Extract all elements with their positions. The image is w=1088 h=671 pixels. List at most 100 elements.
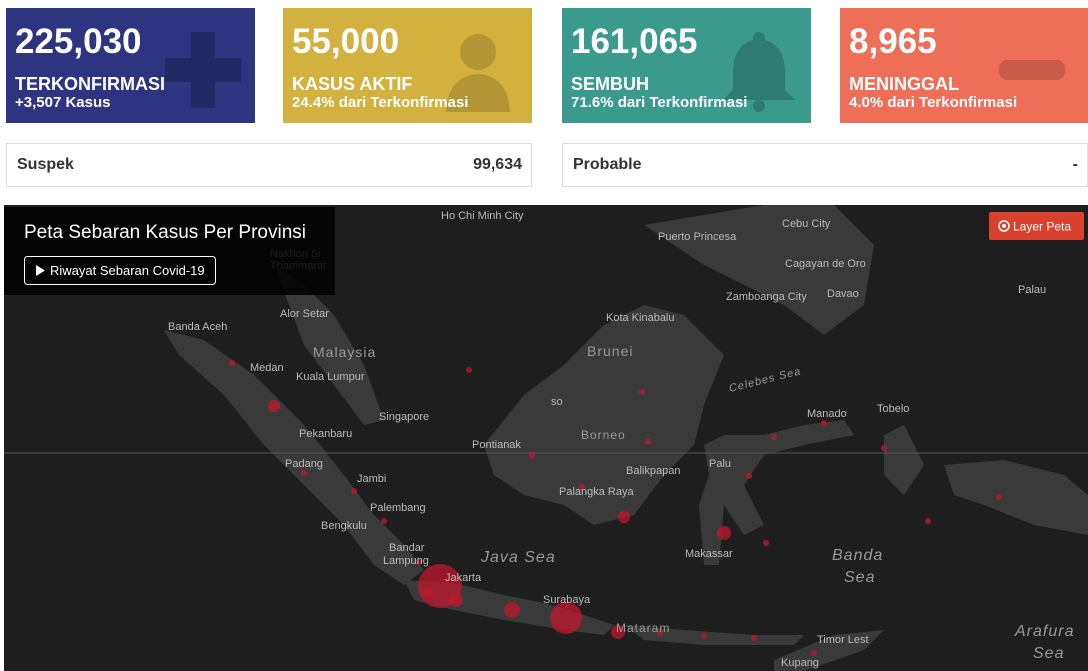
history-button[interactable]: Riwayat Sebaran Covid-19 <box>24 256 216 285</box>
case-bubble <box>229 360 235 366</box>
case-bubble <box>751 635 757 641</box>
place-label: Bandar <box>389 542 425 554</box>
case-bubble <box>423 588 433 598</box>
card-value: 8,965 <box>849 22 937 61</box>
card-confirmed: 225,030 TERKONFIRMASI +3,507 Kasus <box>6 8 255 123</box>
case-bubble <box>821 420 827 426</box>
case-bubble <box>717 526 731 540</box>
place-label: Banda Aceh <box>168 321 227 333</box>
place-label: Borneo <box>581 428 626 442</box>
icon <box>165 32 241 108</box>
place-label: Palau <box>1018 284 1046 296</box>
place-label: Palangka Raya <box>559 486 634 498</box>
case-bubble <box>771 434 777 440</box>
place-label: Mataram <box>616 621 670 635</box>
place-label: so <box>551 396 563 408</box>
summary-value: - <box>1072 156 1078 173</box>
place-label: Kuala Lumpur <box>296 371 365 383</box>
case-bubble <box>618 511 630 523</box>
summary-probable: Probable - <box>562 143 1088 187</box>
case-bubble <box>579 484 585 490</box>
card-value: 225,030 <box>15 22 142 61</box>
case-bubble <box>466 367 472 373</box>
place-label: Makassar <box>685 548 733 560</box>
place-label: Pekanbaru <box>299 428 352 440</box>
place-label: Jakarta <box>445 572 482 584</box>
place-label: Jambi <box>357 473 386 485</box>
card-label: KASUS AKTIF <box>292 74 413 94</box>
icon <box>446 34 510 112</box>
layer-button[interactable]: Layer Peta <box>989 212 1084 240</box>
summary-value: 99,634 <box>473 156 522 173</box>
place-label: Singapore <box>379 411 429 423</box>
icon <box>999 60 1065 80</box>
case-bubble <box>645 439 651 445</box>
case-bubble <box>611 625 625 639</box>
card-recovered: 161,065 SEMBUH 71.6% dari Terkonfirmasi <box>562 8 811 123</box>
place-label: Kupang <box>781 657 819 669</box>
place-label: Sea <box>1033 645 1064 662</box>
card-sub: 71.6% dari Terkonfirmasi <box>571 94 748 111</box>
icon <box>723 32 795 112</box>
card-sub: +3,507 Kasus <box>15 94 111 111</box>
case-bubble <box>996 494 1002 500</box>
place-label: Alor Setar <box>280 308 329 320</box>
place-label: Surabaya <box>543 594 591 606</box>
card-deaths: 8,965 MENINGGAL 4.0% dari Terkonfirmasi <box>840 8 1088 123</box>
card-active: 55,000 KASUS AKTIF 24.4% dari Terkonfirm… <box>283 8 532 123</box>
place-label: Palu <box>709 458 731 470</box>
case-bubble <box>701 633 707 639</box>
card-sub: 24.4% dari Terkonfirmasi <box>292 94 469 111</box>
place-label: Medan <box>250 362 284 374</box>
layer-button-label[interactable]: Layer Peta <box>1013 220 1071 234</box>
place-label: Lampung <box>383 555 429 567</box>
place-label: Pontianak <box>472 439 521 451</box>
place-label: Timor Lest <box>817 634 869 646</box>
place-label: Cebu City <box>782 218 831 230</box>
place-label: Padang <box>285 458 323 470</box>
place-label: Zamboanga City <box>726 291 807 303</box>
place-label: Palembang <box>370 502 426 514</box>
case-bubble <box>639 389 645 395</box>
place-label: Brunei <box>587 343 633 359</box>
case-bubble <box>351 488 357 494</box>
summary-label: Suspek <box>17 156 74 173</box>
bubbles <box>229 360 1002 656</box>
card-label: TERKONFIRMASI <box>15 74 165 94</box>
card-value: 161,065 <box>571 22 698 61</box>
place-label: Banda <box>832 547 883 564</box>
place-label: Ho Chi Minh City <box>441 210 524 222</box>
case-bubble <box>811 650 817 656</box>
case-bubble <box>881 445 887 451</box>
case-bubble <box>529 453 535 459</box>
case-bubble <box>416 559 422 565</box>
history-button-label[interactable]: Riwayat Sebaran Covid-19 <box>50 263 205 278</box>
place-label: Manado <box>807 408 847 420</box>
case-bubble <box>746 473 752 479</box>
place-label: Bengkulu <box>321 520 367 532</box>
title-panel <box>4 207 335 295</box>
case-bubble <box>763 540 769 546</box>
place-label: Sea <box>844 569 875 586</box>
case-bubble <box>504 602 520 618</box>
place-label: Malaysia <box>313 344 376 360</box>
place-label: Arafura <box>1014 623 1074 640</box>
card-label: MENINGGAL <box>849 74 959 94</box>
card-value: 55,000 <box>292 22 400 61</box>
case-bubble <box>301 470 307 476</box>
place-label: Puerto Princesa <box>658 231 737 243</box>
map-title: Peta Sebaran Kasus Per Provinsi <box>24 222 306 243</box>
case-bubble <box>550 602 582 634</box>
case-bubble <box>657 630 663 636</box>
place-label: Davao <box>827 288 859 300</box>
summary-suspect: Suspek 99,634 <box>6 143 532 187</box>
place-label: Cagayan de Oro <box>785 258 866 270</box>
card-label: SEMBUH <box>571 74 650 94</box>
case-bubble <box>381 518 387 524</box>
case-bubble <box>925 518 931 524</box>
case-bubble <box>449 593 463 607</box>
place-label: Java Sea <box>480 549 556 566</box>
place-label: Balikpapan <box>626 465 680 477</box>
case-bubble <box>268 400 280 412</box>
